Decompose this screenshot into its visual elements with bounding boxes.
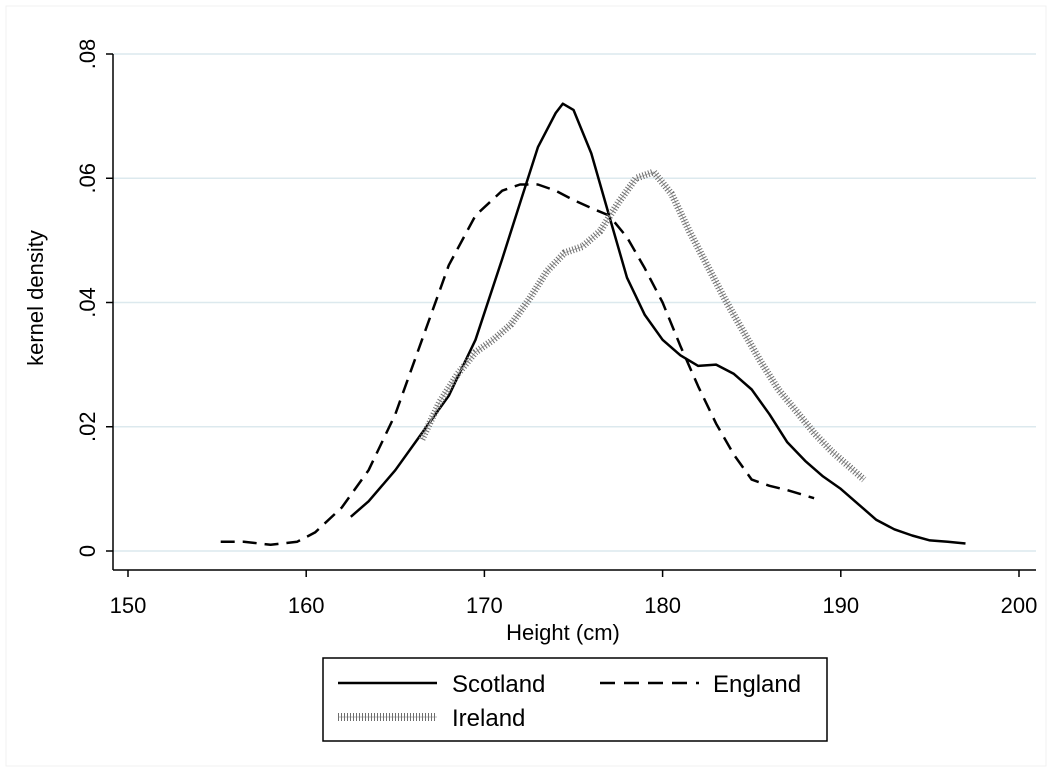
y-axis-title: kernel density [23, 230, 48, 366]
legend: Scotland England Ireland [322, 657, 828, 742]
y-tick-label-2: .04 [75, 287, 100, 318]
x-tick-label-3: 180 [644, 593, 681, 618]
x-tick-label-2: 170 [466, 593, 503, 618]
x-axis-title: Height (cm) [506, 620, 620, 645]
y-ticks: 0 .02 .04 .06 .08 [75, 39, 113, 557]
legend-box [322, 657, 828, 742]
series-line-scotland [349, 102, 966, 545]
legend-label-england: England [713, 671, 801, 698]
legend-label-ireland: Ireland [452, 705, 525, 732]
series-line-ireland-base [421, 171, 865, 480]
series-line-england [220, 183, 815, 547]
x-tick-label-0: 150 [110, 593, 147, 618]
x-tick-label-5: 200 [1001, 593, 1038, 618]
series-lines [220, 102, 966, 547]
x-tick-label-4: 190 [822, 593, 859, 618]
x-ticks: 150 160 170 180 190 200 [110, 570, 1038, 618]
y-tick-label-0: 0 [75, 545, 100, 557]
y-tick-label-4: .08 [75, 39, 100, 70]
x-tick-label-1: 160 [288, 593, 325, 618]
y-tick-label-1: .02 [75, 411, 100, 442]
outer-frame [5, 5, 1047, 767]
y-tick-label-3: .06 [75, 163, 100, 194]
gridlines [113, 53, 1036, 552]
axes [112, 54, 1036, 571]
legend-label-scotland: Scotland [452, 671, 545, 698]
